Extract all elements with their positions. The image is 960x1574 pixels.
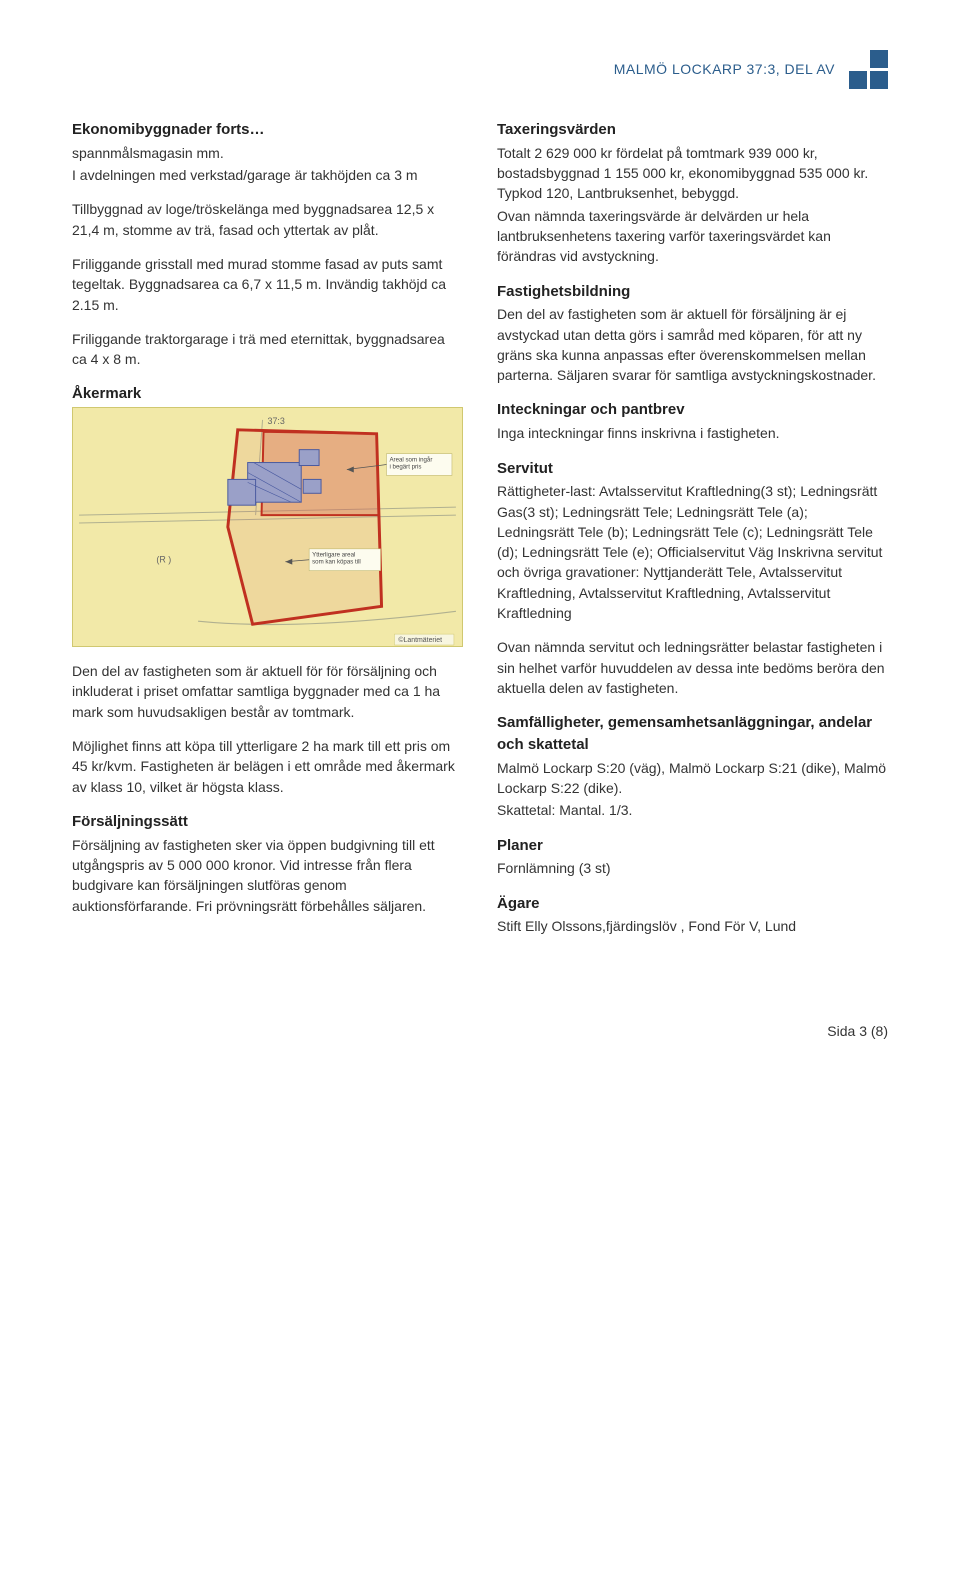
- taxering-text: Totalt 2 629 000 kr fördelat på tomtmark…: [497, 143, 888, 204]
- map-annotation: Ytterligare areal som kan köpas till: [312, 552, 361, 566]
- page-header: MALMÖ LOCKARP 37:3, DEL AV: [72, 50, 888, 89]
- inteckningar-text: Inga inteckningar finns inskrivna i fast…: [497, 423, 888, 443]
- right-column: Taxeringsvärden Totalt 2 629 000 kr förd…: [497, 119, 888, 951]
- map-copyright: ©Lantmäteriet: [398, 636, 442, 644]
- map-parcel-label: 37:3: [268, 416, 285, 426]
- taxering-heading: Taxeringsvärden: [497, 119, 888, 141]
- planer-heading: Planer: [497, 835, 888, 857]
- ekonomi-text: Friliggande grisstall med murad stomme f…: [72, 254, 463, 315]
- samfallighet-heading: Samfälligheter, gemensamhetsanläggningar…: [497, 712, 888, 756]
- akermark-text: Möjlighet finns att köpa till ytterligar…: [72, 736, 463, 797]
- page-footer: Sida 3 (8): [72, 1021, 888, 1041]
- map-r-label: (R ): [156, 555, 171, 565]
- forsaljning-heading: Försäljningssätt: [72, 811, 463, 833]
- logo: [849, 50, 888, 89]
- ekonomi-text: Tillbyggnad av loge/tröskelänga med bygg…: [72, 199, 463, 240]
- agare-heading: Ägare: [497, 893, 888, 915]
- samfallighet-text: Skattetal: Mantal. 1/3.: [497, 800, 888, 820]
- header-title: MALMÖ LOCKARP 37:3, DEL AV: [614, 59, 835, 79]
- fastighet-heading: Fastighetsbildning: [497, 281, 888, 303]
- akermark-heading: Åkermark: [72, 383, 463, 405]
- left-column: Ekonomibyggnader forts… spannmålsmagasin…: [72, 119, 463, 951]
- ekonomi-text: spannmålsmagasin mm.: [72, 143, 463, 163]
- ekonomi-heading: Ekonomibyggnader forts…: [72, 119, 463, 141]
- map-svg: 37:3 (R ) Areal som ingår i begärt pris …: [73, 408, 462, 646]
- parcel-map: 37:3 (R ) Areal som ingår i begärt pris …: [72, 407, 463, 647]
- akermark-text: Den del av fastigheten som är aktuell fö…: [72, 661, 463, 722]
- content-columns: Ekonomibyggnader forts… spannmålsmagasin…: [72, 119, 888, 951]
- samfallighet-text: Malmö Lockarp S:20 (väg), Malmö Lockarp …: [497, 758, 888, 799]
- servitut-text: Rättigheter-last: Avtalsservitut Kraftle…: [497, 481, 888, 623]
- ekonomi-text: Friliggande traktorgarage i trä med eter…: [72, 329, 463, 370]
- agare-text: Stift Elly Olssons,fjärdingslöv , Fond F…: [497, 916, 888, 936]
- servitut-heading: Servitut: [497, 458, 888, 480]
- fastighet-text: Den del av fastigheten som är aktuell fö…: [497, 304, 888, 385]
- servitut-text: Ovan nämnda servitut och ledningsrätter …: [497, 637, 888, 698]
- planer-text: Fornlämning (3 st): [497, 858, 888, 878]
- ekonomi-text: I avdelningen med verkstad/garage är tak…: [72, 165, 463, 185]
- forsaljning-text: Försäljning av fastigheten sker via öppe…: [72, 835, 463, 916]
- taxering-text: Ovan nämnda taxeringsvärde är delvärden …: [497, 206, 888, 267]
- inteckningar-heading: Inteckningar och pantbrev: [497, 399, 888, 421]
